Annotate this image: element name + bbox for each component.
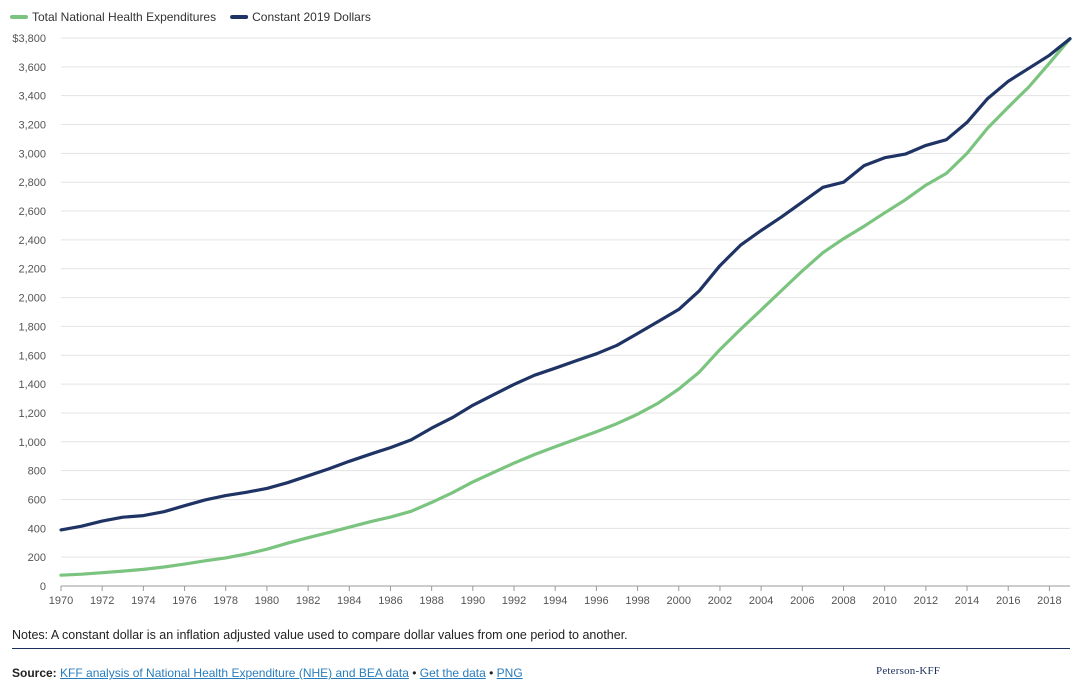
y-tick-label: 3,000 (18, 148, 46, 160)
x-tick-label: 1998 (625, 595, 649, 607)
x-tick-label: 1982 (296, 595, 320, 607)
x-tick-label: 1978 (213, 595, 237, 607)
y-tick-label: 0 (40, 581, 46, 593)
x-tick-label: 2010 (872, 595, 896, 607)
y-tick-label: 1,600 (18, 350, 46, 362)
x-tick-label: 2004 (749, 595, 773, 607)
source-separator: • (485, 666, 497, 680)
y-tick-label: 200 (28, 552, 46, 564)
get-the-data-link[interactable]: Get the data (419, 666, 486, 680)
x-tick-label: 2008 (831, 595, 855, 607)
x-tick-label: 2000 (667, 595, 691, 607)
x-tick-label: 1996 (584, 595, 608, 607)
x-tick-label: 2002 (708, 595, 732, 607)
y-tick-label: 3,400 (18, 91, 46, 103)
y-tick-label: 2,600 (18, 206, 46, 218)
y-tick-label: 400 (28, 523, 46, 535)
line-chart: 0 200 400 600 800 1,000 1,200 1,400 1,600 1,800 2,… (10, 10, 1072, 607)
x-tick-label: 1986 (378, 595, 402, 607)
y-tick-label: 1,200 (18, 408, 46, 420)
x-tick-label: 1988 (419, 595, 443, 607)
y-tick-label: 3,200 (18, 120, 46, 132)
x-tick-label: 1972 (90, 595, 114, 607)
y-tick-label: 2,200 (18, 264, 46, 276)
png-download-link[interactable]: PNG (496, 666, 523, 680)
source-link-analysis[interactable]: KFF analysis of National Health Expendit… (60, 666, 409, 680)
chart-notes: Notes: A constant dollar is an inflation… (12, 628, 628, 642)
series-line-total-nhe (59, 37, 1072, 577)
chart-canvas: 0 200 400 600 800 1,000 1,200 1,400 1,600 1,800 2,… (10, 10, 1072, 607)
x-tick-label: 2018 (1037, 595, 1061, 607)
y-tick-label: 2,000 (18, 293, 46, 305)
series-line-constant-2019 (59, 37, 1072, 532)
footer-divider (12, 648, 1070, 649)
y-tick-label: 600 (28, 494, 46, 506)
x-tick-label: 2006 (790, 595, 814, 607)
x-tick-label: 1992 (502, 595, 526, 607)
legend-label-total-nhe: Total National Health Expenditures (32, 10, 216, 24)
x-tick-label: 1976 (172, 595, 196, 607)
y-tick-label: 1,400 (18, 379, 46, 391)
y-tick-label: 3,600 (18, 62, 46, 74)
x-tick-label: 2016 (996, 595, 1020, 607)
y-tick-label: 2,800 (18, 177, 46, 189)
source-separator: • (408, 666, 420, 680)
x-tick-label: 1974 (131, 595, 155, 607)
x-tick-label: 1994 (543, 595, 567, 607)
x-tick-label: 1970 (49, 595, 73, 607)
x-tick-label: 1990 (461, 595, 485, 607)
y-tick-label: $3,800 (12, 33, 46, 45)
x-tick-label: 2012 (914, 595, 938, 607)
x-tick-label: 1980 (255, 595, 279, 607)
y-tick-label: 2,400 (18, 235, 46, 247)
source-line: Source: KFF analysis of National Health … (12, 666, 523, 680)
source-label: Source: (12, 666, 57, 680)
x-tick-label: 2014 (955, 595, 979, 607)
y-tick-label: 1,800 (18, 321, 46, 333)
y-tick-label: 800 (28, 466, 46, 478)
y-tick-label: 1,000 (18, 437, 46, 449)
peterson-kff-logo: Peterson-KFF (876, 665, 941, 677)
legend-label-constant-2019: Constant 2019 Dollars (252, 10, 371, 24)
x-tick-label: 1984 (337, 595, 361, 607)
